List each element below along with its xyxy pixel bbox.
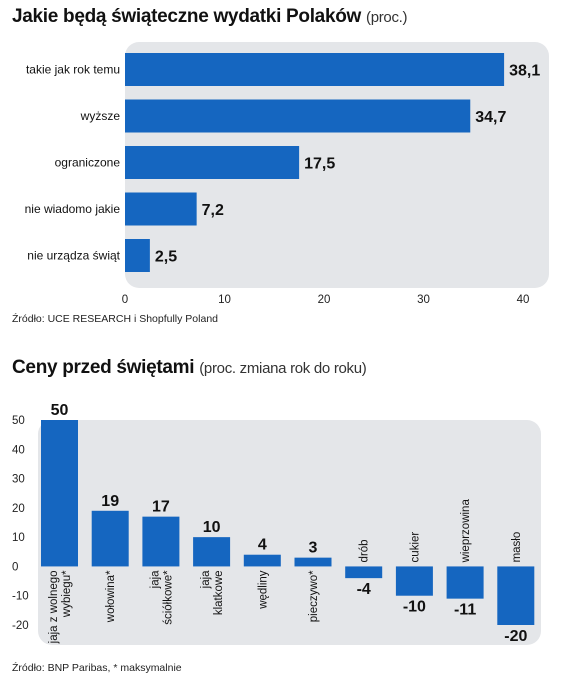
chart1-category-label: nie wiadomo jakie xyxy=(25,202,121,216)
chart2-bar xyxy=(243,554,281,567)
chart2-category-label: wybiegu* xyxy=(61,570,73,618)
chart1-value-label: 34,7 xyxy=(475,109,506,126)
chart2-value-label: 50 xyxy=(51,402,69,419)
chart1-bar xyxy=(125,146,300,179)
chart2-bar xyxy=(142,516,180,567)
chart1-category-label: nie urządza świąt xyxy=(27,249,120,263)
chart2-category-label: jaja xyxy=(200,570,212,590)
chart2-category-label: masło xyxy=(511,532,523,563)
chart2-value-label: -4 xyxy=(357,581,371,598)
chart1-x-tick-label: 20 xyxy=(318,294,331,306)
chart1-category-label: takie jak rok temu xyxy=(26,63,120,77)
chart2-bar xyxy=(395,566,433,596)
chart1-title: Jakie będą świąteczne wydatki Polaków (p… xyxy=(12,6,408,28)
chart1-value-label: 38,1 xyxy=(509,63,540,80)
chart1-subtitle: (proc.) xyxy=(366,9,408,26)
chart2-title: Ceny przed świętami (proc. zmiana rok do… xyxy=(12,357,367,379)
chart1-x-tick-label: 0 xyxy=(122,294,128,306)
chart2-y-tick-label: 50 xyxy=(12,415,25,427)
chart1-category-label: wyższe xyxy=(80,109,121,123)
chart2-y-tick-label: 20 xyxy=(12,503,25,515)
chart2-category-label: drób xyxy=(359,539,371,562)
chart2-category-label: jaja xyxy=(149,570,161,590)
chart2-value-label: 19 xyxy=(101,493,119,510)
chart1-bar xyxy=(125,99,471,133)
chart2-bar xyxy=(91,510,129,567)
chart2-bar xyxy=(497,566,535,625)
chart2-category-label: pieczywo* xyxy=(308,570,320,622)
chart1-title-text: Jakie będą świąteczne wydatki Polaków xyxy=(12,6,362,27)
chart1-value-label: 7,2 xyxy=(202,202,224,219)
chart2-category-label: jaja z wolnego xyxy=(48,570,60,644)
chart2-category-label: ściółkowe* xyxy=(162,570,174,625)
chart1-x-tick-label: 30 xyxy=(417,294,430,306)
chart2-category-label: cukier xyxy=(409,532,421,563)
chart2-bar xyxy=(41,420,78,567)
chart2-source: Źródło: BNP Paribas, * maksymalnie xyxy=(12,662,182,674)
chart2-value-label: 4 xyxy=(258,537,267,554)
chart2-value-label: -10 xyxy=(403,599,426,616)
chart2-y-tick-label: -10 xyxy=(12,591,29,603)
chart1-source: Źródło: UCE RESEARCH i Shopfully Poland xyxy=(12,313,219,325)
chart2-value-label: -20 xyxy=(504,628,527,645)
chart2-y-tick-label: -20 xyxy=(12,620,29,632)
chart2-y-tick-label: 10 xyxy=(12,532,25,544)
chart1-value-label: 17,5 xyxy=(304,156,335,173)
chart2-value-label: 10 xyxy=(203,519,221,536)
chart2-category-label: wędliny xyxy=(257,570,269,610)
chart2-subtitle: (proc. zmiana rok do roku) xyxy=(199,360,367,377)
chart2-bar xyxy=(294,557,332,567)
chart2-value-label: 3 xyxy=(309,540,318,557)
chart1-bar xyxy=(125,192,197,226)
chart2-bar xyxy=(446,566,484,599)
chart1-bar xyxy=(125,53,505,86)
chart2-category-label: wołowina* xyxy=(105,570,117,623)
chart2-bar xyxy=(345,566,383,579)
chart2-y-tick-label: 0 xyxy=(12,561,18,573)
chart1-x-tick-label: 40 xyxy=(517,294,530,306)
chart2-title-text: Ceny przed świętami xyxy=(12,357,195,378)
chart2-y-tick-label: 30 xyxy=(12,474,25,486)
chart2-value-label: 17 xyxy=(152,499,170,516)
chart2-bar xyxy=(193,537,231,567)
chart1-bar xyxy=(125,239,150,272)
chart1-category-label: ograniczone xyxy=(55,156,121,170)
chart1-value-label: 2,5 xyxy=(155,249,177,266)
chart2-y-tick-label: 40 xyxy=(12,444,25,456)
chart1-x-tick-label: 10 xyxy=(218,294,231,306)
chart2-category-label: klatkowe xyxy=(213,570,225,615)
chart2-value-label: -11 xyxy=(454,602,476,619)
chart1-svg: takie jak rok temu 38,1 wyższe 34,7 ogranicz… xyxy=(25,42,549,306)
chart2-category-label: wieprzowina xyxy=(460,499,472,564)
